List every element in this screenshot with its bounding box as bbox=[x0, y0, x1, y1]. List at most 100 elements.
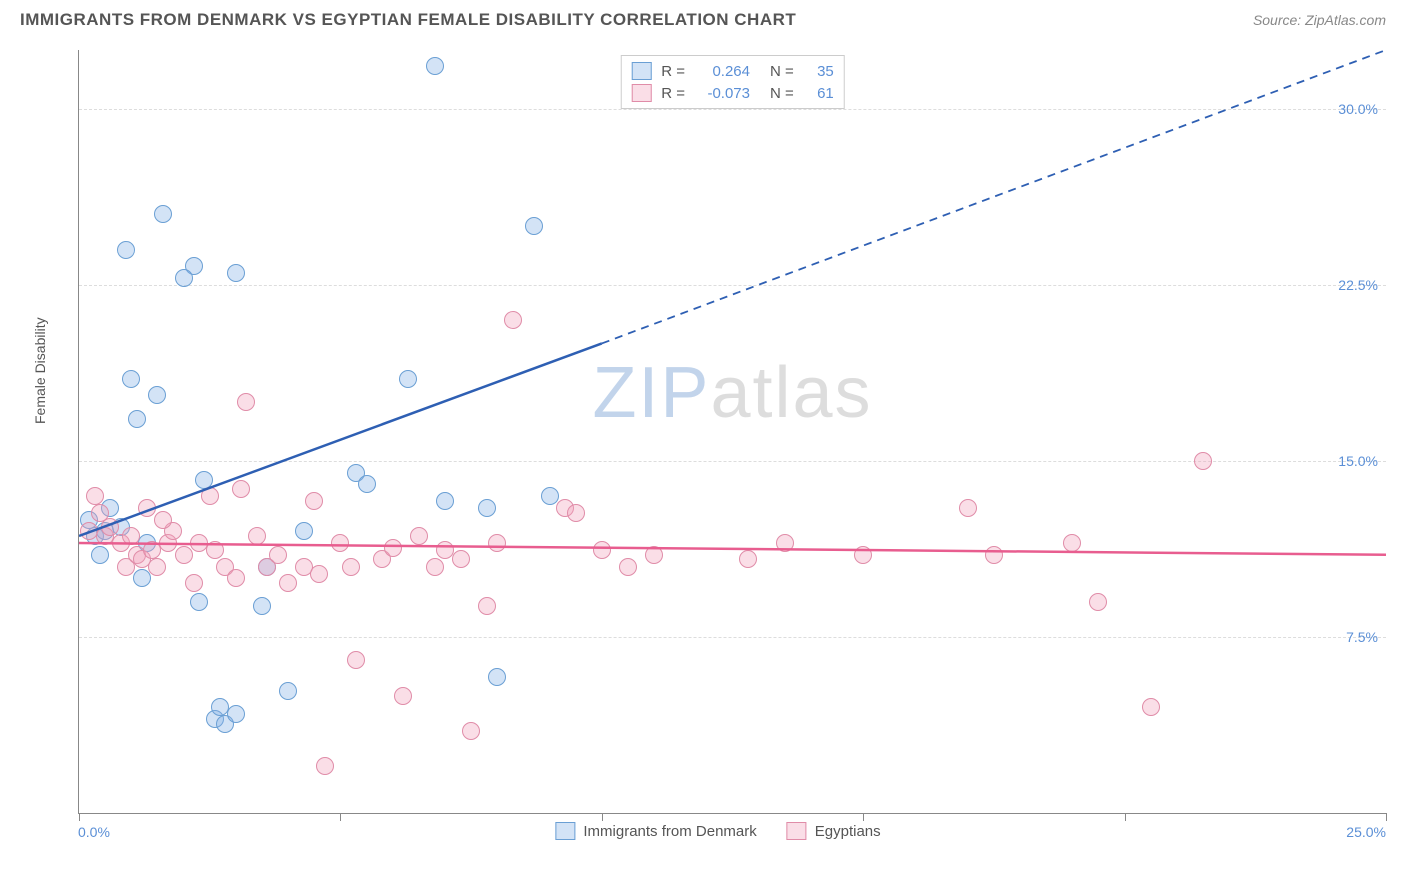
scatter-point bbox=[201, 487, 219, 505]
y-tick-label: 15.0% bbox=[1338, 453, 1378, 469]
scatter-point bbox=[985, 546, 1003, 564]
scatter-point bbox=[310, 565, 328, 583]
scatter-point bbox=[394, 687, 412, 705]
scatter-point bbox=[358, 475, 376, 493]
watermark: ZIPatlas bbox=[592, 352, 872, 434]
y-tick-label: 22.5% bbox=[1338, 277, 1378, 293]
scatter-point bbox=[316, 757, 334, 775]
scatter-point bbox=[279, 682, 297, 700]
n-label: N = bbox=[770, 85, 794, 102]
x-tick bbox=[602, 813, 603, 821]
x-tick bbox=[79, 813, 80, 821]
scatter-point bbox=[253, 597, 271, 615]
legend-label-denmark: Immigrants from Denmark bbox=[583, 823, 756, 840]
scatter-point bbox=[426, 57, 444, 75]
scatter-point bbox=[175, 269, 193, 287]
scatter-point bbox=[190, 593, 208, 611]
scatter-point bbox=[237, 393, 255, 411]
scatter-point bbox=[86, 487, 104, 505]
scatter-point bbox=[1063, 534, 1081, 552]
legend-stats-box: R = 0.264 N = 35 R = -0.073 N = 61 bbox=[620, 55, 845, 109]
scatter-point bbox=[488, 534, 506, 552]
legend-item-denmark: Immigrants from Denmark bbox=[555, 822, 756, 840]
x-tick bbox=[863, 813, 864, 821]
gridline bbox=[79, 285, 1386, 286]
scatter-point bbox=[342, 558, 360, 576]
scatter-point bbox=[436, 492, 454, 510]
scatter-point bbox=[410, 527, 428, 545]
scatter-point bbox=[279, 574, 297, 592]
scatter-point bbox=[138, 499, 156, 517]
r-label: R = bbox=[661, 63, 685, 80]
scatter-point bbox=[248, 527, 266, 545]
legend-swatch-egyptians bbox=[631, 84, 651, 102]
scatter-point bbox=[645, 546, 663, 564]
scatter-point bbox=[133, 569, 151, 587]
legend-stats-row-egyptians: R = -0.073 N = 61 bbox=[631, 82, 834, 104]
scatter-point bbox=[117, 241, 135, 259]
r-label: R = bbox=[661, 85, 685, 102]
scatter-point bbox=[426, 558, 444, 576]
scatter-point bbox=[959, 499, 977, 517]
scatter-point bbox=[384, 539, 402, 557]
scatter-point bbox=[488, 668, 506, 686]
scatter-point bbox=[504, 311, 522, 329]
scatter-point bbox=[776, 534, 794, 552]
y-tick-label: 30.0% bbox=[1338, 101, 1378, 117]
scatter-point bbox=[227, 569, 245, 587]
x-axis-min-label: 0.0% bbox=[78, 824, 110, 840]
scatter-point bbox=[739, 550, 757, 568]
scatter-point bbox=[347, 651, 365, 669]
scatter-point bbox=[91, 546, 109, 564]
chart-title: IMMIGRANTS FROM DENMARK VS EGYPTIAN FEMA… bbox=[20, 10, 796, 30]
scatter-point bbox=[541, 487, 559, 505]
scatter-point bbox=[232, 480, 250, 498]
n-value-denmark: 35 bbox=[804, 63, 834, 80]
scatter-point bbox=[206, 541, 224, 559]
x-axis-max-label: 25.0% bbox=[1346, 824, 1386, 840]
watermark-suffix: atlas bbox=[710, 353, 872, 433]
scatter-point bbox=[122, 527, 140, 545]
scatter-point bbox=[148, 558, 166, 576]
x-tick bbox=[1125, 813, 1126, 821]
gridline bbox=[79, 461, 1386, 462]
n-value-egyptians: 61 bbox=[804, 85, 834, 102]
scatter-point bbox=[227, 705, 245, 723]
scatter-point bbox=[399, 370, 417, 388]
scatter-point bbox=[331, 534, 349, 552]
x-tick bbox=[340, 813, 341, 821]
scatter-point bbox=[854, 546, 872, 564]
scatter-point bbox=[295, 522, 313, 540]
legend-label-egyptians: Egyptians bbox=[815, 823, 881, 840]
scatter-point bbox=[567, 504, 585, 522]
r-value-egyptians: -0.073 bbox=[695, 85, 750, 102]
scatter-point bbox=[175, 546, 193, 564]
scatter-point bbox=[122, 370, 140, 388]
y-tick-label: 7.5% bbox=[1346, 629, 1378, 645]
scatter-point bbox=[154, 511, 172, 529]
n-label: N = bbox=[770, 63, 794, 80]
scatter-point bbox=[619, 558, 637, 576]
source-attribution: Source: ZipAtlas.com bbox=[1253, 12, 1386, 28]
scatter-point bbox=[1194, 452, 1212, 470]
plot-area: ZIPatlas R = 0.264 N = 35 R = -0.073 N =… bbox=[78, 50, 1386, 814]
scatter-point bbox=[195, 471, 213, 489]
legend-bottom: Immigrants from Denmark Egyptians bbox=[555, 822, 880, 840]
scatter-point bbox=[1142, 698, 1160, 716]
scatter-point bbox=[478, 499, 496, 517]
scatter-point bbox=[185, 574, 203, 592]
scatter-point bbox=[227, 264, 245, 282]
scatter-point bbox=[148, 386, 166, 404]
legend-swatch-denmark bbox=[631, 62, 651, 80]
scatter-point bbox=[452, 550, 470, 568]
legend-swatch-icon bbox=[555, 822, 575, 840]
legend-swatch-icon bbox=[787, 822, 807, 840]
scatter-point bbox=[154, 205, 172, 223]
y-axis-title: Female Disability bbox=[32, 317, 48, 424]
scatter-point bbox=[478, 597, 496, 615]
scatter-point bbox=[593, 541, 611, 559]
scatter-point bbox=[462, 722, 480, 740]
trend-lines bbox=[79, 50, 1386, 813]
gridline bbox=[79, 637, 1386, 638]
r-value-denmark: 0.264 bbox=[695, 63, 750, 80]
